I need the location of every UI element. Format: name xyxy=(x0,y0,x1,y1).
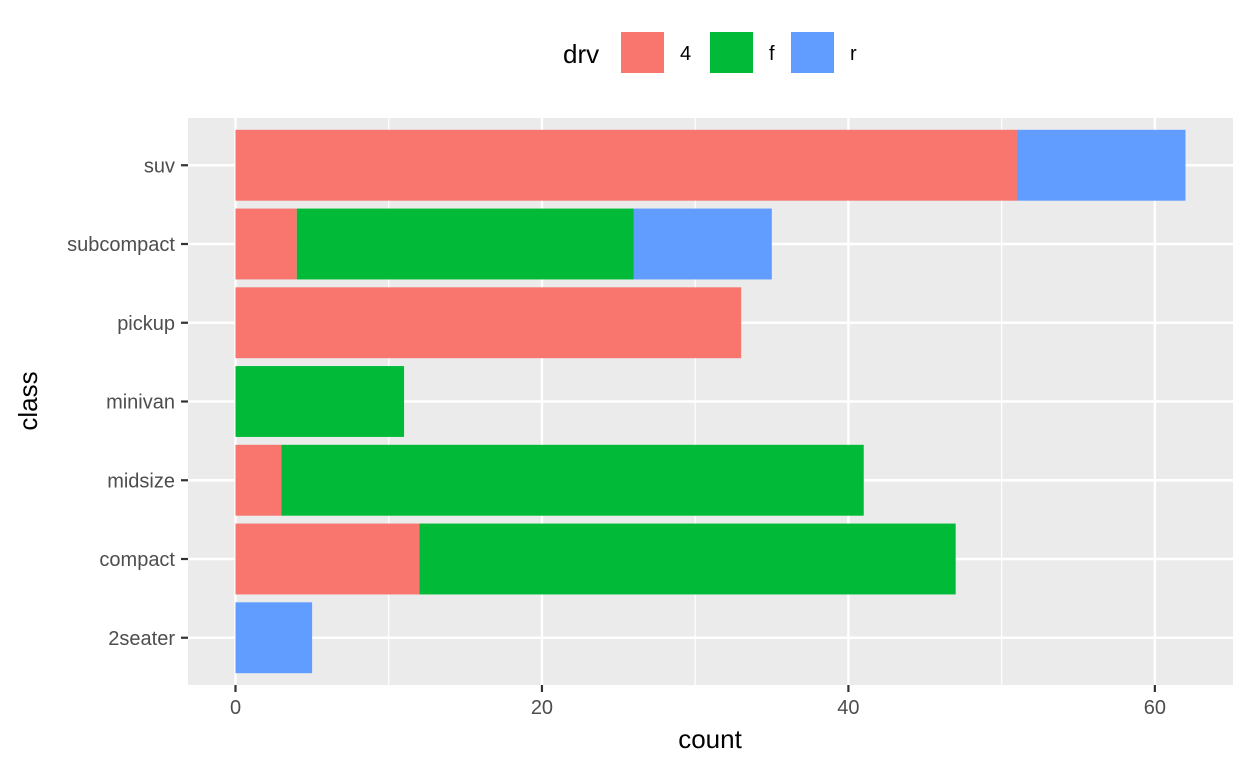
bar-midsize-4 xyxy=(235,444,282,516)
y-tick-label: suv xyxy=(144,155,175,177)
legend-key-4 xyxy=(621,32,664,73)
bar-compact-f xyxy=(419,523,956,595)
y-tick-label: pickup xyxy=(117,313,175,335)
x-axis: 0 20 40 60 xyxy=(230,685,1166,719)
bar-midsize-f xyxy=(281,444,864,516)
bar-compact-4 xyxy=(235,523,420,595)
y-tick-label: 2seater xyxy=(108,628,175,650)
x-tick-label: 60 xyxy=(1144,697,1166,719)
y-tick-label: subcompact xyxy=(67,234,175,256)
x-tick-label: 0 xyxy=(230,697,241,719)
bar-subcompact-r xyxy=(633,208,772,280)
bar-subcompact-4 xyxy=(235,208,297,280)
bars xyxy=(235,129,1186,674)
bar-subcompact-f xyxy=(296,208,634,280)
x-tick-label: 40 xyxy=(837,697,859,719)
bar-pickup-4 xyxy=(235,287,742,359)
y-axis: 2seater compact midsize minivan pickup subcom… xyxy=(67,155,188,650)
legend-key-r xyxy=(791,32,834,73)
bar-suv-4 xyxy=(235,129,1017,201)
legend-label-r: r xyxy=(850,43,857,65)
x-tick-label: 20 xyxy=(531,697,553,719)
bar-2seater-r xyxy=(235,602,313,674)
legend-title: drv xyxy=(563,39,599,69)
legend-key-f xyxy=(710,32,753,73)
y-tick-label: compact xyxy=(99,549,175,571)
y-tick-label: midsize xyxy=(107,470,175,492)
y-tick-label: minivan xyxy=(106,392,175,414)
bar-suv-r xyxy=(1016,129,1186,201)
legend-label-4: 4 xyxy=(680,43,691,65)
x-axis-title: count xyxy=(678,724,742,754)
legend: drv 4 f r xyxy=(563,32,857,73)
bar-minivan-f xyxy=(235,366,405,437)
legend-label-f: f xyxy=(769,43,775,65)
y-axis-title: class xyxy=(13,371,43,430)
